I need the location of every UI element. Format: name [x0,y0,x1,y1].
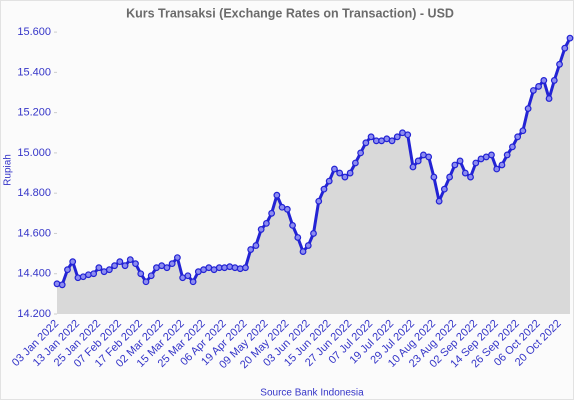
point [325,177,333,185]
y-tick-label: 15.400 [17,66,51,78]
point [283,205,291,213]
point [461,169,469,177]
point [556,60,563,68]
point [168,260,176,268]
point [519,127,527,135]
point [147,272,155,280]
point [121,262,129,270]
point [336,169,344,177]
point [111,262,118,270]
point [430,173,438,181]
point [173,254,181,262]
point [393,133,401,141]
y-tick-label: 14.600 [17,227,51,239]
point [367,133,375,141]
point [535,83,542,90]
point [320,185,328,193]
point [116,258,124,266]
y-tick-label: 15.000 [17,147,51,159]
point [514,133,522,141]
point [142,278,150,286]
area [57,38,570,314]
point [440,185,448,193]
point [467,173,474,181]
point [242,264,249,272]
point [226,263,234,271]
point [268,209,276,217]
point [74,274,82,282]
point [252,242,260,249]
point [357,149,365,157]
point [509,143,516,151]
point [137,270,145,278]
point [529,87,537,94]
point [58,281,66,289]
point [304,242,312,249]
point [435,197,443,205]
point [409,163,417,171]
point [184,272,192,280]
point [331,165,338,173]
point [388,137,396,145]
point [132,260,139,268]
y-tick-label: 14.800 [17,187,51,199]
point [85,271,92,279]
point [503,151,511,159]
point [404,131,412,139]
point [493,165,501,173]
point [126,256,134,264]
y-tick-label: 14.200 [17,308,51,320]
point [105,266,113,274]
point [346,169,354,177]
point [315,197,323,205]
point [236,265,244,273]
point [289,221,296,229]
point [231,264,239,272]
point [425,153,433,161]
point [95,264,103,272]
point [221,264,228,272]
point [362,139,370,147]
y-axis-title: Rupiah [3,154,14,186]
x-axis-title: Source Bank Indonesia [260,388,364,399]
chart-title: Kurs Transaksi (Exchange Rates on Transa… [126,6,454,20]
point [257,226,265,233]
point [189,278,197,286]
point [472,159,480,167]
point [53,280,61,288]
point [69,258,77,266]
point [341,173,349,181]
point [451,161,459,169]
point [561,44,569,52]
point [488,151,495,159]
point [456,157,464,165]
point [299,248,307,255]
point [414,157,422,165]
point [566,34,574,42]
point [294,234,302,241]
point [446,173,454,181]
y-tick-label: 15.600 [17,26,51,38]
y-tick-label: 14.400 [17,268,51,280]
point [163,264,171,272]
point [351,159,359,167]
point [540,77,548,84]
point [310,230,317,237]
point [90,270,98,278]
point [273,191,281,199]
point [498,161,506,169]
y-tick-label: 15.200 [17,107,51,119]
point [524,105,532,113]
point [545,95,553,102]
point [64,266,71,274]
point [247,246,255,253]
point [550,77,558,84]
point [262,219,270,227]
